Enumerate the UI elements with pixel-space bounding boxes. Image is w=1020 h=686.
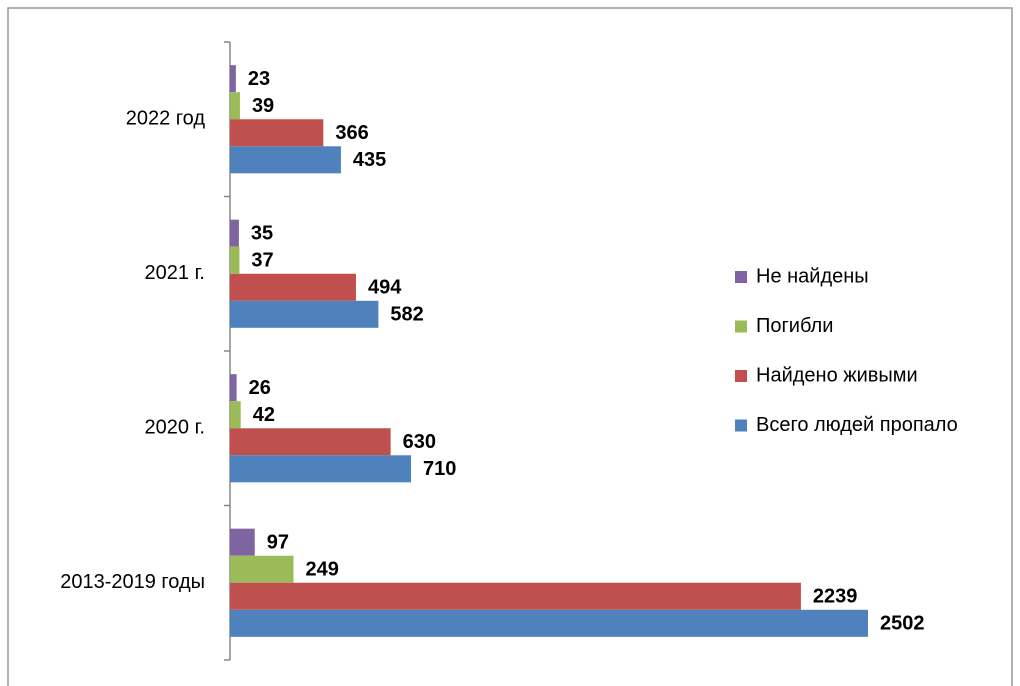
data-label: 35 bbox=[251, 222, 273, 244]
data-label: 2239 bbox=[813, 586, 858, 608]
bar bbox=[230, 219, 239, 247]
data-label: 630 bbox=[403, 431, 436, 453]
bar bbox=[230, 273, 356, 301]
category-label: 2020 г. bbox=[145, 417, 205, 439]
legend-label: Найдено живыми bbox=[756, 364, 918, 386]
legend-label: Всего людей пропало bbox=[756, 414, 958, 436]
legend-marker bbox=[735, 370, 747, 382]
legend-marker bbox=[735, 271, 747, 283]
data-label: 435 bbox=[353, 149, 386, 171]
data-label: 23 bbox=[248, 68, 270, 90]
frame bbox=[7, 7, 1013, 686]
bar bbox=[230, 65, 236, 93]
bar bbox=[230, 374, 237, 402]
data-label: 366 bbox=[335, 122, 368, 144]
bar bbox=[230, 609, 868, 637]
data-label: 37 bbox=[251, 250, 273, 272]
data-label: 2502 bbox=[880, 613, 925, 635]
data-label: 39 bbox=[252, 95, 274, 117]
bar bbox=[230, 146, 341, 174]
bar bbox=[230, 528, 255, 556]
bar bbox=[230, 246, 240, 274]
bar bbox=[230, 119, 324, 147]
bar bbox=[230, 555, 294, 583]
bar bbox=[230, 455, 412, 483]
data-label: 42 bbox=[253, 404, 275, 426]
bar bbox=[230, 582, 801, 610]
bar bbox=[230, 401, 241, 429]
category-label: 2021 г. bbox=[145, 262, 205, 284]
bar bbox=[230, 92, 240, 120]
data-label: 26 bbox=[249, 377, 271, 399]
category-label: 2013-2019 годы bbox=[60, 571, 205, 593]
data-label: 582 bbox=[390, 304, 423, 326]
data-label: 710 bbox=[423, 458, 456, 480]
data-label: 249 bbox=[305, 559, 338, 581]
bar bbox=[230, 428, 391, 456]
data-label: 494 bbox=[368, 277, 402, 299]
category-label: 2022 год bbox=[126, 108, 206, 130]
legend-label: Не найдены bbox=[756, 265, 869, 287]
legend-label: Погибли bbox=[756, 315, 833, 337]
bar bbox=[230, 300, 379, 328]
data-label: 97 bbox=[267, 531, 289, 553]
legend-marker bbox=[735, 419, 747, 432]
legend-marker bbox=[735, 320, 747, 333]
